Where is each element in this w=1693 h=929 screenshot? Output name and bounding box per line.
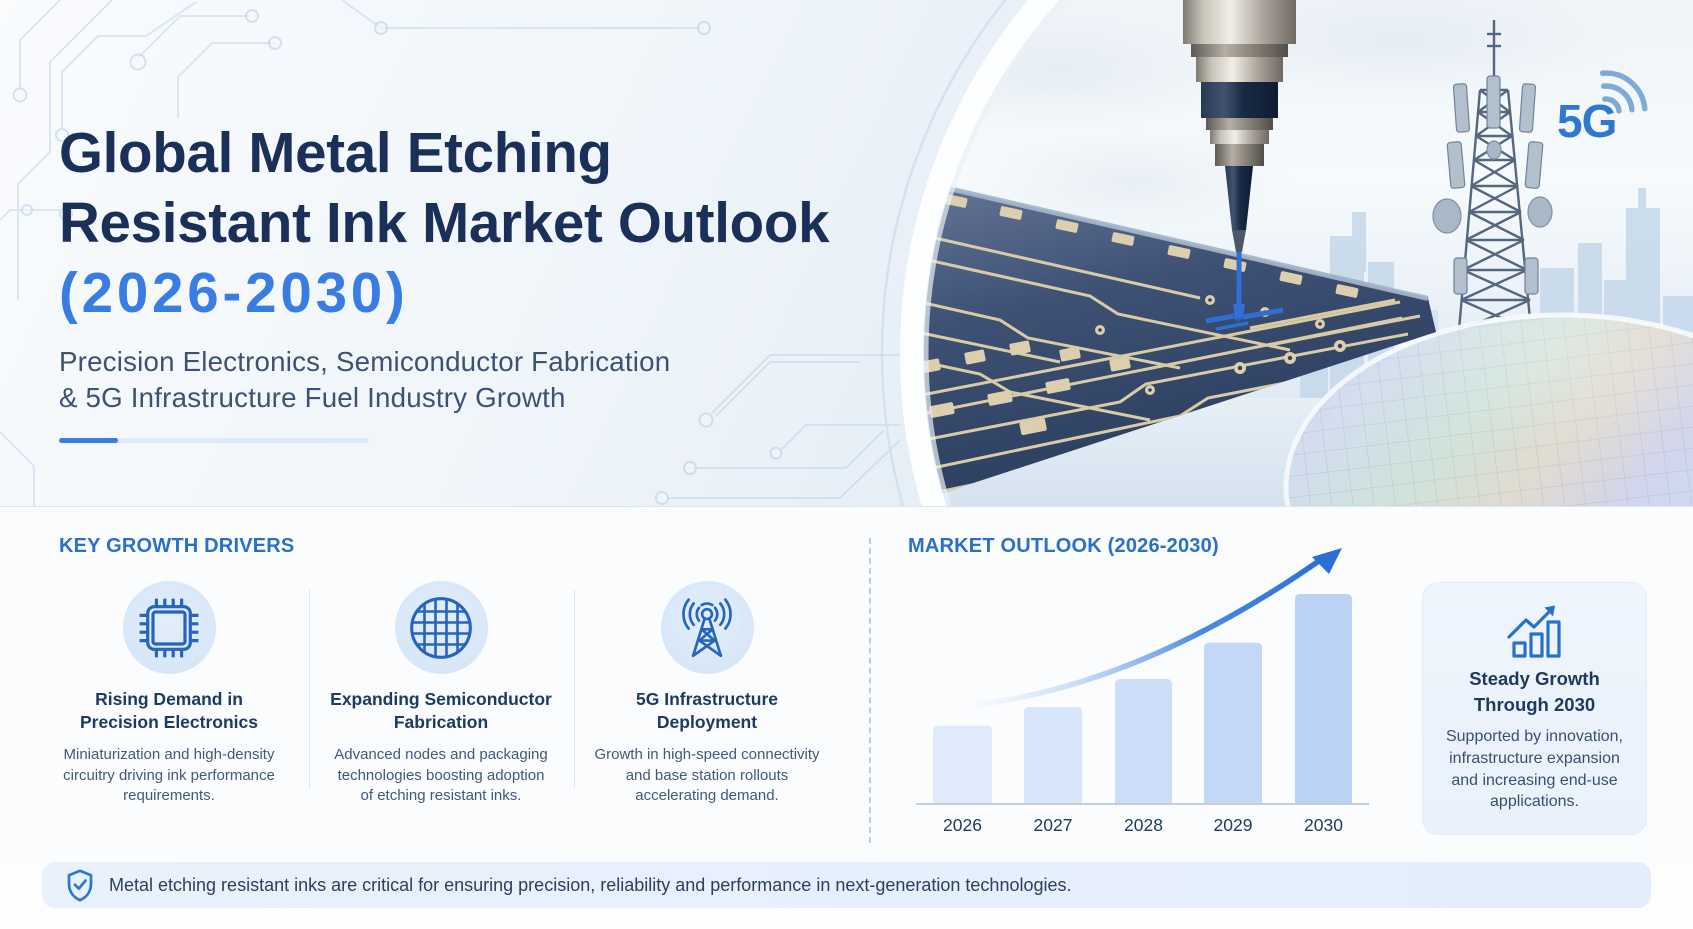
svg-text:2028: 2028 [1124,815,1163,835]
svg-text:2029: 2029 [1214,815,1253,835]
svg-text:2030: 2030 [1304,815,1343,835]
svg-text:5G: 5G [1557,95,1616,147]
svg-text:2026: 2026 [943,815,982,835]
svg-text:2027: 2027 [1034,815,1073,835]
